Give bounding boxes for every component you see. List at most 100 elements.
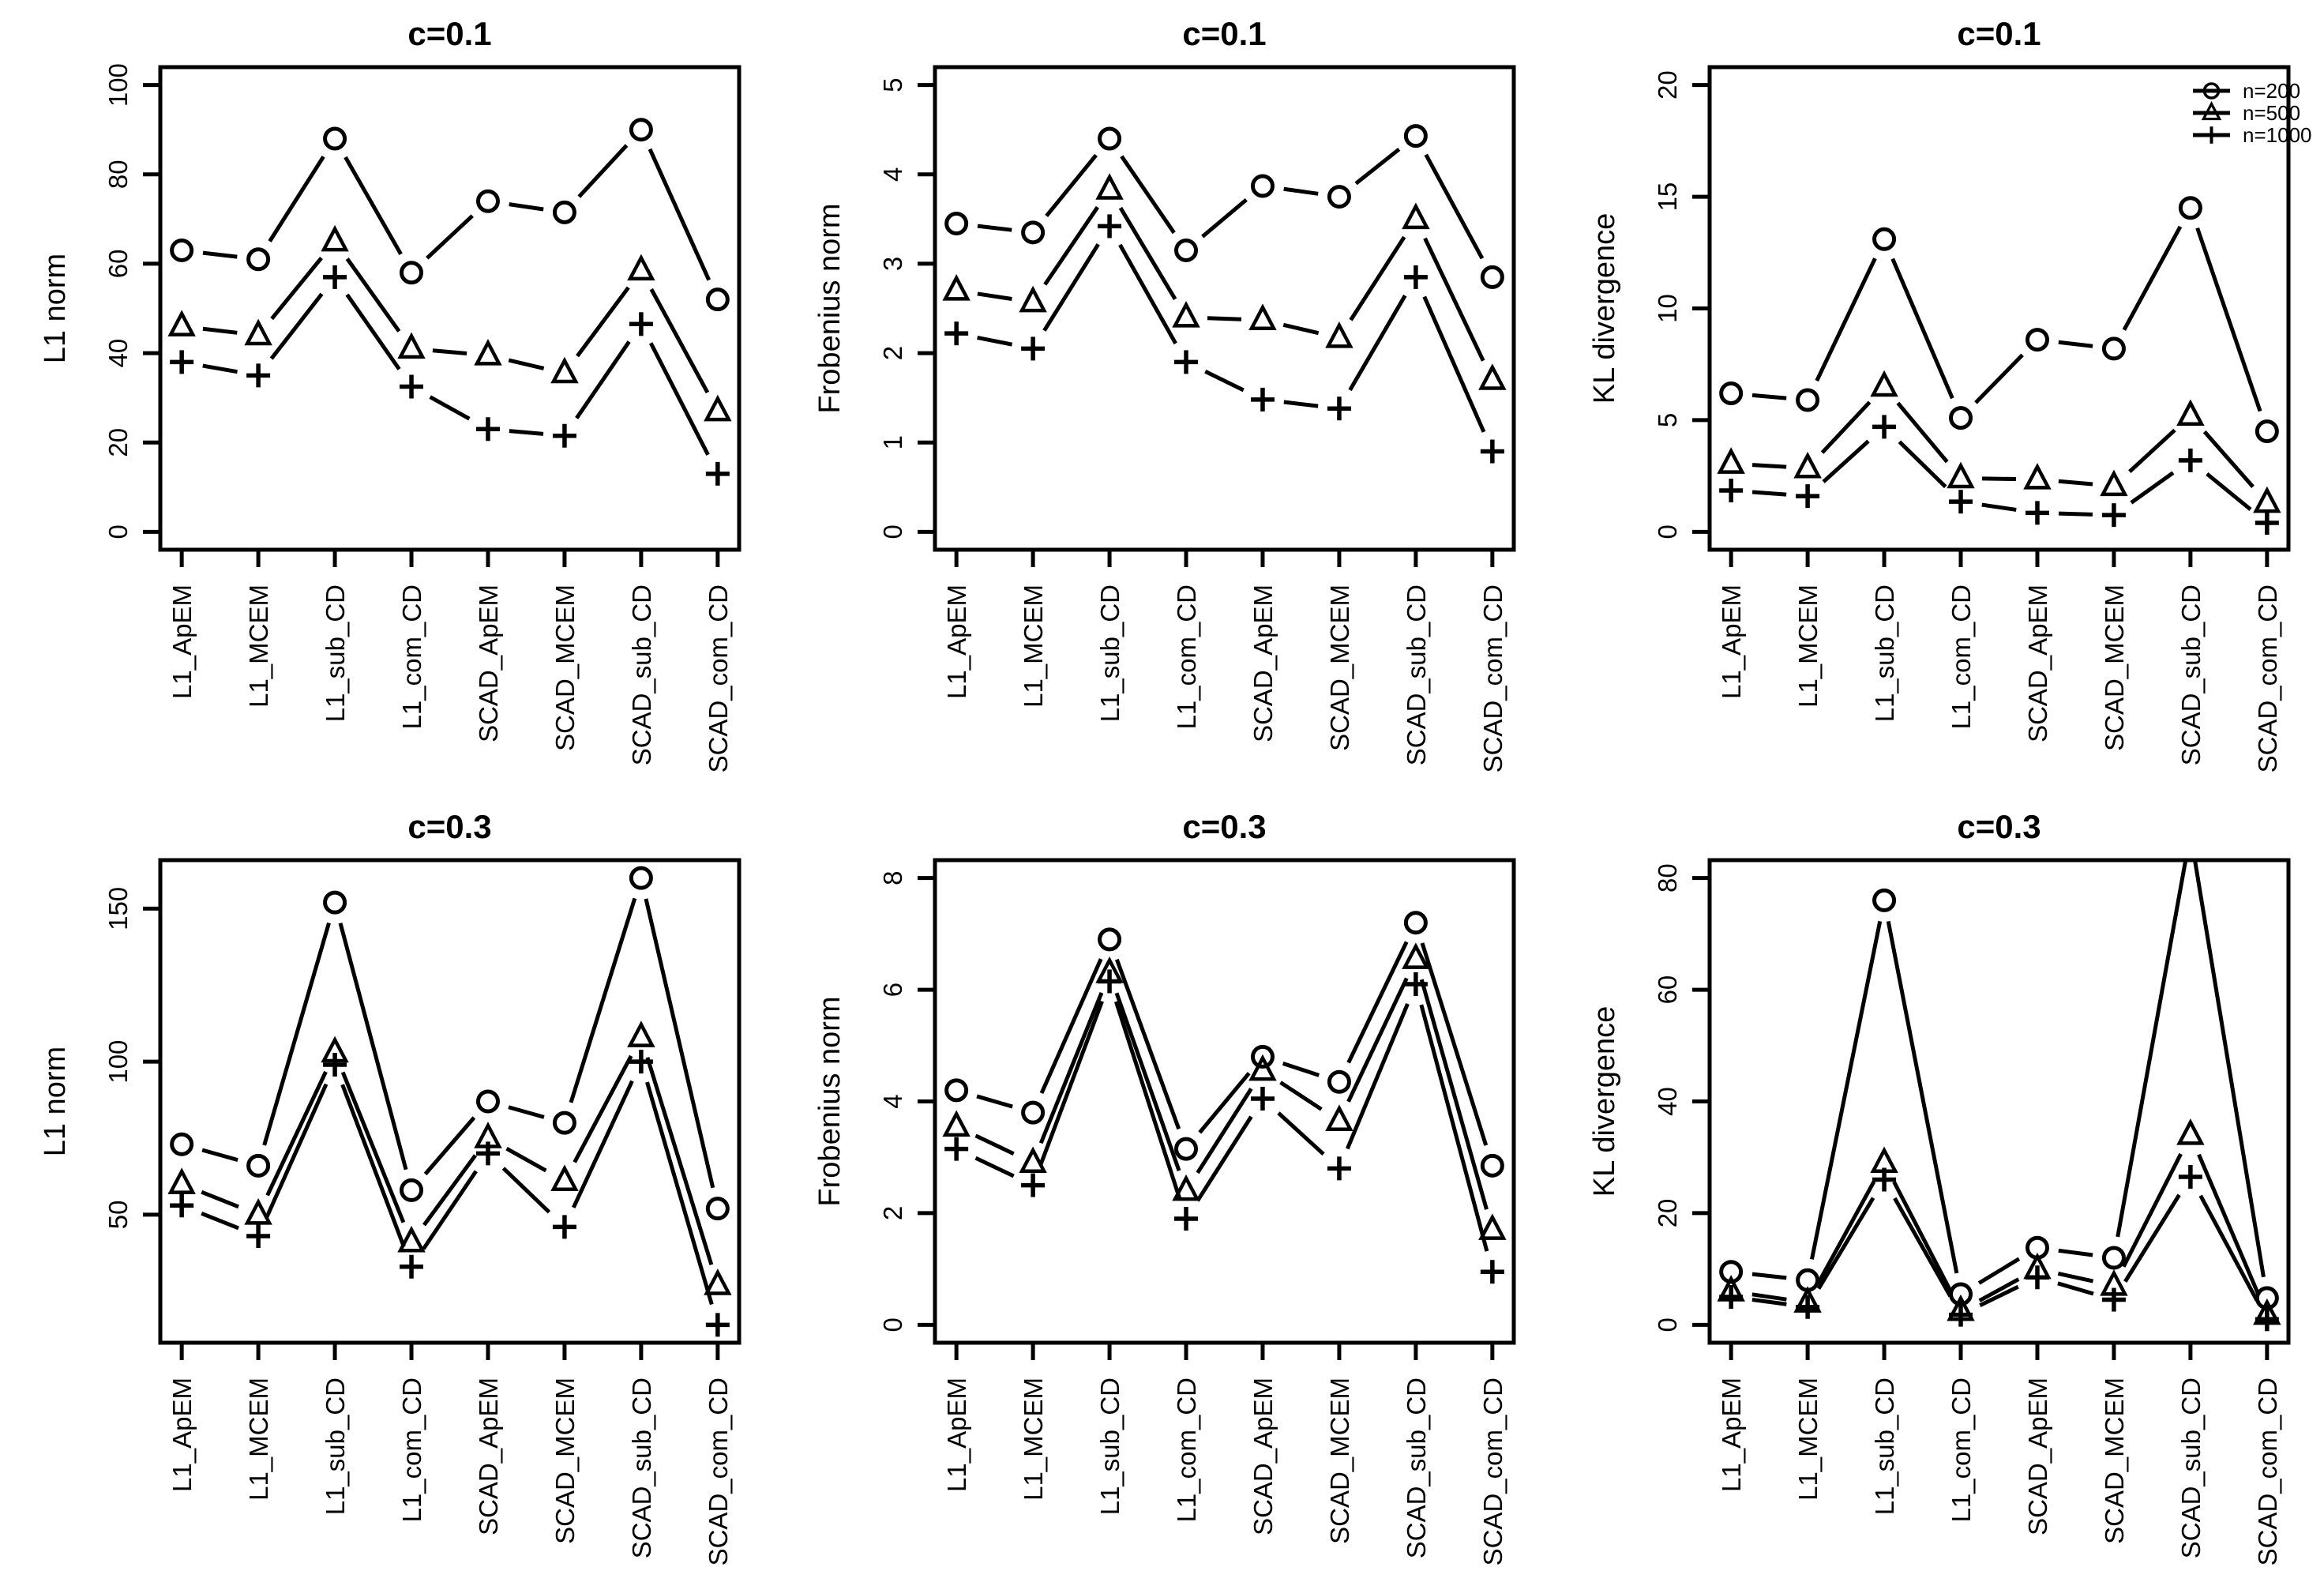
series-line (202, 326, 238, 335)
marker-circle (629, 118, 653, 142)
y-axis-tick-label: 0 (878, 1317, 907, 1332)
x-axis-tick-label: L1_sub_CD (1870, 1377, 1899, 1515)
marker-circle (2101, 336, 2126, 361)
marker-circle (1021, 1100, 1046, 1125)
series-line (426, 214, 474, 260)
series-n500 (167, 1020, 732, 1295)
series-line (1283, 400, 1319, 408)
series-n200 (170, 118, 730, 312)
series-line (1348, 294, 1407, 392)
series-line (508, 358, 545, 370)
marker-triangle (1870, 370, 1898, 397)
x-axis-tick-label: SCAD_MCEM (550, 1377, 580, 1544)
marker-triangle (474, 339, 502, 366)
y-axis-tick-label: 15 (1653, 182, 1682, 212)
marker-triangle (2176, 1118, 2205, 1145)
series-line (1042, 242, 1100, 332)
series-line (645, 1057, 714, 1265)
series-line (1820, 400, 1872, 454)
x-axis-tick-label: SCAD_com_CD (1478, 584, 1507, 772)
marker-triangle (167, 1167, 196, 1194)
y-axis-tick-label: 1 (878, 435, 907, 449)
x-axis-tick-label: L1_sub_CD (1870, 584, 1899, 722)
series-line (569, 897, 637, 1103)
series-n200 (944, 911, 1504, 1178)
x-axis-tick-label: L1_ApEM (1717, 584, 1746, 699)
series-line (1815, 257, 1877, 382)
series-line (976, 1094, 1013, 1109)
series-line (977, 291, 1012, 302)
series-line (2122, 225, 2183, 331)
legend-label: n=1000 (2243, 123, 2311, 147)
x-axis-tick-label: SCAD_sub_CD (627, 584, 656, 765)
series-line (1890, 257, 1954, 400)
legend-label: n=500 (2243, 101, 2300, 125)
series-line (572, 1080, 634, 1208)
series-line (262, 922, 331, 1146)
series-line (1114, 992, 1181, 1172)
marker-circle (1021, 220, 1046, 245)
series-line (1345, 1002, 1410, 1150)
plot-box (158, 65, 742, 552)
marker-circle (2255, 419, 2279, 444)
marker-circle (400, 1178, 424, 1202)
series-line (345, 293, 401, 370)
series-line (509, 429, 544, 436)
x-axis-tick-label: SCAD_com_CD (2253, 584, 2282, 772)
series-line (2116, 862, 2187, 1238)
y-axis-tick-label: 100 (103, 1040, 133, 1084)
marker-circle (1174, 1137, 1199, 1161)
marker-circle (629, 866, 653, 890)
marker-circle (2025, 328, 2049, 352)
series-line (422, 1170, 478, 1250)
series-line (1282, 322, 1320, 336)
x-axis-tick-label: SCAD_com_CD (704, 584, 733, 772)
series-line (1114, 958, 1181, 1130)
marker-circle (552, 200, 576, 224)
y-axis-tick-label: 60 (1653, 975, 1682, 1005)
marker-circle (400, 261, 424, 285)
series-line (269, 292, 324, 360)
series-line (345, 257, 401, 333)
marker-triangle (627, 254, 655, 281)
series-line (1751, 1292, 1787, 1302)
series-line (1424, 153, 1485, 260)
marker-circle (475, 189, 500, 213)
x-axis-tick-label: SCAD_ApEM (474, 1377, 503, 1535)
series-line (432, 348, 467, 356)
marker-triangle (1325, 321, 1353, 348)
marker-triangle (550, 1164, 579, 1191)
series-line (1282, 1061, 1320, 1077)
x-axis-tick-label: SCAD_MCEM (1325, 584, 1354, 751)
series-line (1283, 186, 1319, 196)
marker-circle (1174, 238, 1199, 262)
y-axis-tick-label: 2 (878, 1206, 907, 1220)
series-line (1346, 977, 1409, 1103)
series-line (974, 1133, 1015, 1156)
marker-circle (475, 1089, 500, 1114)
marker-circle (1949, 406, 1973, 430)
series-line (1419, 979, 1489, 1210)
marker-circle (1796, 388, 1820, 412)
marker-triangle (704, 394, 732, 422)
marker-triangle (1402, 942, 1430, 969)
marker-circle (1250, 174, 1275, 198)
marker-circle (2178, 196, 2202, 220)
marker-triangle (1248, 303, 1277, 330)
panel-title: c=0.3 (1957, 808, 2041, 845)
marker-circle (1719, 381, 1744, 405)
y-axis-tick-label: 20 (103, 428, 133, 457)
series-n1000 (944, 214, 1504, 464)
marker-circle (1250, 1044, 1275, 1069)
marker-triangle (550, 356, 579, 384)
x-axis-tick-label: SCAD_com_CD (1478, 1377, 1507, 1565)
series-n1000 (170, 265, 730, 486)
series-line (1118, 206, 1177, 300)
x-axis-tick-label: L1_ApEM (167, 1377, 197, 1492)
marker-circle (2180, 824, 2200, 844)
marker-circle (246, 1153, 271, 1178)
marker-triangle (397, 1225, 426, 1253)
series-line (2058, 340, 2093, 348)
series-line (2193, 862, 2266, 1278)
